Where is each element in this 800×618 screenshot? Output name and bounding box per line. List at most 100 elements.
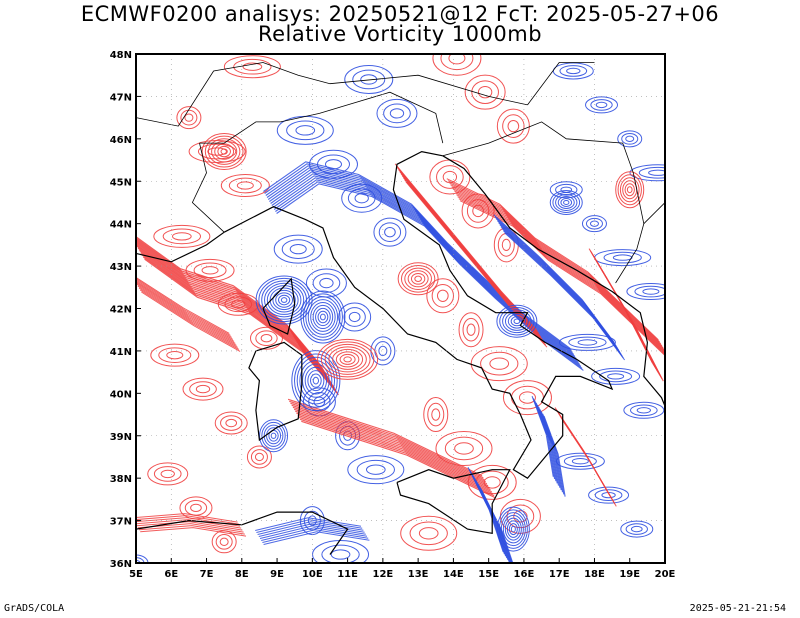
contour-ring <box>304 366 328 395</box>
lat-tick-label: 47N <box>110 92 132 103</box>
contour-ring <box>563 199 570 205</box>
contour-ring <box>448 54 466 65</box>
contour-ring <box>418 527 439 540</box>
contour-ring <box>591 367 641 385</box>
lon-tick-label: 5E <box>129 569 143 580</box>
contour-ring <box>397 262 439 296</box>
contour-ring <box>312 273 341 293</box>
contour-line <box>136 280 234 340</box>
lon-tick-label: 9E <box>270 569 284 580</box>
contour-ring <box>559 65 588 77</box>
contour-ring <box>620 520 654 538</box>
contour-ring <box>466 323 476 336</box>
lat-tick-label: 37N <box>110 517 132 528</box>
contour-ring <box>480 351 519 376</box>
contour-ring <box>228 177 262 194</box>
contour-ring <box>335 351 360 368</box>
contour-ring <box>477 86 493 99</box>
contour-ring <box>320 341 375 378</box>
contour-ring <box>436 289 449 302</box>
contour-ring <box>214 411 248 435</box>
contour-ring <box>291 350 341 412</box>
contour-ring <box>195 384 211 394</box>
contour-ring <box>506 520 520 538</box>
contour-ring <box>158 347 192 363</box>
contour-ring <box>190 503 202 513</box>
contour-line <box>457 196 665 355</box>
contour-line <box>448 182 662 345</box>
contour-ring <box>215 533 233 550</box>
contour-line <box>459 200 665 357</box>
lat-tick-label: 41N <box>110 347 132 358</box>
contour-ring <box>289 243 307 255</box>
contour-line <box>292 406 488 485</box>
border-segment <box>527 62 595 106</box>
contour-ring <box>502 514 524 544</box>
contour-line <box>290 402 485 481</box>
contour-ring <box>549 189 583 215</box>
lon-tick-label: 8E <box>235 569 249 580</box>
contour-ring <box>255 330 278 347</box>
lon-tick-label: 20E <box>655 569 676 580</box>
contour-line <box>299 418 495 497</box>
contour-ring <box>462 317 480 342</box>
contour-ring <box>619 177 640 203</box>
lon-tick-label: 10E <box>302 569 323 580</box>
contour-ring <box>624 183 635 197</box>
contour-ring <box>464 74 506 110</box>
map-title: ECMWF0200 analisys: 20250521@12 FcT: 202… <box>80 2 720 26</box>
contour-line <box>136 515 239 525</box>
contour-ring <box>581 215 607 233</box>
contour-ring <box>549 181 583 199</box>
contour-ring <box>513 510 528 523</box>
coastline <box>136 62 665 555</box>
contour-ring <box>315 307 331 327</box>
contour-ring <box>211 140 238 163</box>
contour-ring <box>638 166 665 179</box>
contour-ring <box>332 348 364 370</box>
contour-line <box>141 291 241 352</box>
contour-ring <box>621 133 639 145</box>
contour-ring <box>648 169 665 176</box>
contour-ring <box>302 293 343 341</box>
contour-ring <box>207 138 241 165</box>
contour-ring <box>296 356 336 405</box>
contour-ring <box>176 106 202 130</box>
contour-ring <box>510 525 516 533</box>
contour-ring <box>634 285 665 298</box>
contour-ring <box>307 370 325 392</box>
contour-line <box>295 410 490 489</box>
contour-ring <box>263 424 284 447</box>
contour-line <box>287 398 483 477</box>
contour-ring <box>568 336 607 349</box>
lon-tick-label: 16E <box>514 569 535 580</box>
contour-line <box>256 519 363 533</box>
contour-ring <box>376 98 418 128</box>
contour-ring <box>214 143 235 160</box>
lon-tick-label: 12E <box>372 569 393 580</box>
contour-ring <box>328 346 367 373</box>
contour-ring <box>501 238 511 252</box>
contour-ring <box>508 523 518 536</box>
contour-line <box>136 279 232 338</box>
contour-ring <box>220 415 243 431</box>
contour-ring <box>642 288 660 295</box>
contour-line <box>599 266 664 382</box>
contour-line <box>136 521 243 531</box>
contour-ring <box>347 455 405 485</box>
contour-line <box>136 513 238 523</box>
contour-line <box>447 180 660 343</box>
contour-ring <box>352 69 386 90</box>
contour-line <box>136 281 235 342</box>
contour-ring <box>273 234 323 264</box>
contour-ring <box>233 58 272 75</box>
contour-ring <box>427 402 445 427</box>
contour-line <box>255 517 362 531</box>
contour-ring <box>260 334 273 343</box>
contour-ring <box>507 119 520 133</box>
contour-ring <box>423 397 449 433</box>
contour-line <box>289 400 484 479</box>
coastline-segment <box>262 277 296 335</box>
coastline-segment <box>136 231 225 263</box>
